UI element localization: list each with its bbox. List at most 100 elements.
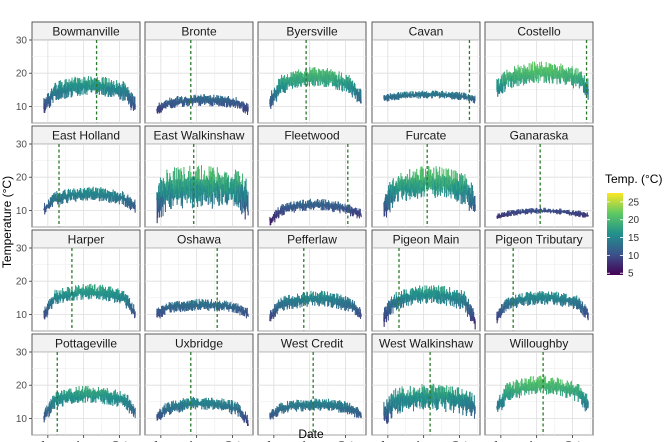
facet-label: Bowmanville [52,25,120,39]
x-tick-label: Aug [528,440,546,442]
panel-grid [485,143,593,228]
facet-panel: Pigeon Main [371,229,481,332]
legend-tick-label: 15 [628,233,640,244]
panel-background [31,143,141,228]
x-tick-label: Oct [338,440,354,442]
legend-title: Temp. (°C) [605,172,662,186]
temperature-series [156,165,249,224]
facet-panel: Pigeon Tributary [484,229,594,332]
temperature-series [156,396,249,427]
facet-panel: Uxbridge [144,333,254,436]
x-tick-label: Oct [112,440,128,442]
panel-grid [258,351,366,436]
facet-label: Oshawa [177,233,221,247]
temperature-series [269,290,362,322]
facet-panel: Ganaraska [484,125,594,228]
facet-label: Harper [68,233,105,247]
y-axis-title: Temperature (°C) [0,176,14,268]
panel-grid [32,143,140,228]
legend-colorbar [607,193,623,275]
facet-label: Byersville [286,25,338,39]
temperature-series [43,385,136,423]
x-tick-label: Oct [565,440,581,442]
facet-panel: Pefferlaw [257,229,367,332]
facet-panel: West Credit [257,333,367,436]
panel-background [144,39,254,124]
panel-grid [258,247,366,332]
temperature-series [43,186,136,215]
x-tick-label: Jun [493,440,509,442]
x-tick-label: Jun [40,440,56,442]
facet-label: West Credit [281,337,344,351]
panel-grid [485,351,593,436]
facet-label: East Holland [52,129,120,143]
x-tick-label: Aug [415,440,433,442]
legend-tick-label: 5 [628,269,634,280]
facet-label: Pigeon Main [393,233,460,247]
facet-label: Pottageville [55,337,117,351]
panel-grid [372,39,480,124]
panel-grid [32,247,140,332]
facet-panel: Pottageville [31,333,141,436]
x-tick-label: Aug [75,440,93,442]
color-legend: Temp. (°C) 25 20 15 10 5 [605,172,662,280]
temperature-series [43,283,136,320]
facet-label: West Walkinshaw [379,337,473,351]
facet-panel: East Holland [31,125,141,228]
facet-panel: Harper [31,229,141,332]
legend-tick-label: 25 [628,197,640,208]
temperature-series [383,285,476,330]
y-tick-label: 20 [16,381,28,392]
y-tick-label: 20 [16,277,28,288]
facet-label: Bronte [181,25,217,39]
facet-label: East Walkinshaw [154,129,245,143]
legend-tick-label: 10 [628,251,640,262]
y-tick-label: 10 [16,102,28,113]
y-tick-label: 30 [16,244,28,255]
y-tick-label: 10 [16,310,28,321]
x-axis-title: Date [298,427,324,441]
facet-label: Pefferlaw [287,233,337,247]
temperature-series [383,383,476,424]
legend-tick-label: 20 [628,215,640,226]
facet-panel: Furcate [371,125,481,228]
x-tick-label: Aug [301,440,319,442]
temperature-series [496,61,589,100]
facet-label: Pigeon Tributary [495,233,582,247]
facet-panel: Oshawa [144,229,254,332]
facet-label: Willoughby [510,337,569,351]
facet-label: Costello [517,25,561,39]
facet-panel: Costello [484,21,594,124]
x-tick-label: Jun [266,440,282,442]
facet-panel: Byersville [257,21,367,124]
facet-panel: East Walkinshaw [144,125,254,228]
temperature-series [496,375,589,412]
x-tick-label: Aug [188,440,206,442]
facet-label: Cavan [409,25,444,39]
x-tick-label: Oct [452,440,468,442]
facet-panels: Bowmanville Bronte Byersville Cavan Costello… [31,21,594,436]
facet-label: Furcate [406,129,447,143]
temperature-series [496,207,589,219]
y-tick-label: 10 [16,414,28,425]
x-tick-label: Oct [225,440,241,442]
facet-panel: Cavan [371,21,481,124]
panel-background [484,247,594,332]
facet-panel: Fleetwood [257,125,367,228]
y-tick-label: 30 [16,348,28,359]
panel-grid [372,143,480,228]
facet-label: Ganaraska [510,129,569,143]
y-tick-label: 30 [16,140,28,151]
temperature-series [269,67,362,109]
temperature-series [156,94,249,115]
facet-label: Fleetwood [284,129,339,143]
temperature-series [156,298,249,319]
facet-panel: West Walkinshaw [371,333,481,436]
panel-background [371,39,481,124]
y-tick-label: 10 [16,206,28,217]
axes: 10 20 30 10 20 30 10 20 30 10 20 30 Jun Aug Oct Jun Aug O… [16,36,581,442]
x-tick-label: Jun [153,440,169,442]
y-tick-label: 20 [16,69,28,80]
y-tick-label: 30 [16,36,28,47]
